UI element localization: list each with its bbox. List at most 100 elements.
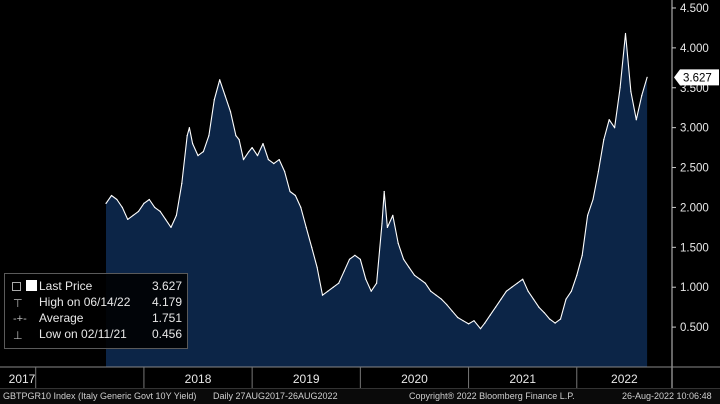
x-tick-label-4: 2021 <box>509 372 536 386</box>
last-price-tag-bg <box>674 69 719 86</box>
data-point-66 <box>446 304 448 306</box>
y-tick-label-7: 4.000 <box>680 43 709 55</box>
data-point-69 <box>462 320 464 322</box>
y-tick-layer: 0.500 1.000 1.500 2.000 2.500 3.000 3.500 4.000… <box>672 3 709 334</box>
data-point-73 <box>484 322 486 324</box>
data-point-84 <box>543 312 545 314</box>
low-marker-icon: ⊥ <box>13 330 23 342</box>
data-point-47 <box>348 258 351 260</box>
data-point-15 <box>186 135 188 137</box>
data-point-61 <box>419 278 421 280</box>
data-point-75 <box>495 306 497 308</box>
data-point-30 <box>256 155 259 157</box>
data-point-0 <box>105 202 107 204</box>
data-point-14 <box>181 182 183 185</box>
data-point-22 <box>219 79 221 81</box>
data-point-63 <box>430 290 432 292</box>
legend-last-price-label: Last Price <box>39 279 93 293</box>
legend-box: Last Price 3.627 ⊤ High on 06/14/22 4.17… <box>4 273 188 349</box>
data-point-26 <box>238 139 240 141</box>
legend-low-value: 0.456 <box>152 327 183 341</box>
data-point-64 <box>435 294 437 296</box>
data-point-7 <box>143 202 145 204</box>
data-point-91 <box>581 254 583 256</box>
data-point-20 <box>208 135 210 137</box>
data-point-9 <box>154 206 156 208</box>
data-point-21 <box>213 99 215 101</box>
last-price-tag-layer: 3.627 <box>674 69 719 86</box>
data-point-52 <box>376 282 378 284</box>
data-point-94 <box>597 170 600 173</box>
data-point-45 <box>338 282 340 284</box>
legend-high-value: 4.179 <box>152 295 183 309</box>
chart-area-layer <box>105 32 648 367</box>
footer-ticker: GBTPGR10 Index (Italy Generic Govt 10Y Y… <box>3 391 197 401</box>
data-point-31 <box>262 143 264 145</box>
data-point-27 <box>242 159 245 161</box>
data-point-102 <box>641 95 643 97</box>
data-point-98 <box>619 87 621 89</box>
data-point-3 <box>121 206 123 208</box>
x-tick-label-0: 2017 <box>9 372 36 386</box>
footer-copyright: Copyright® 2022 Bloomberg Finance L.P. <box>409 391 575 401</box>
data-point-25 <box>235 135 237 137</box>
data-point-97 <box>614 127 616 129</box>
y-tick-label-5: 3.000 <box>680 123 709 135</box>
data-point-57 <box>397 242 399 244</box>
data-point-70 <box>468 323 470 325</box>
data-point-68 <box>457 316 459 319</box>
data-point-8 <box>148 198 150 201</box>
data-point-50 <box>365 278 367 280</box>
y-tick-label-0: 0.500 <box>680 322 709 334</box>
y-tick-label-4: 2.500 <box>680 163 709 175</box>
data-point-85 <box>549 318 551 320</box>
last-price-tag-value: 3.627 <box>683 72 712 84</box>
data-point-101 <box>635 119 637 121</box>
data-point-62 <box>424 282 426 284</box>
yield-line <box>105 32 648 330</box>
x-tick-label-3: 2020 <box>401 372 428 386</box>
average-marker-icon: -+- <box>13 313 27 325</box>
data-point-67 <box>451 310 453 312</box>
data-point-72 <box>479 328 482 330</box>
data-point-16 <box>188 127 190 129</box>
data-point-55 <box>386 226 388 228</box>
y-tick-label-1: 1.000 <box>680 282 709 294</box>
data-point-53 <box>381 222 383 224</box>
data-point-18 <box>197 155 199 157</box>
y-tick-label-3: 2.000 <box>680 202 709 214</box>
data-point-4 <box>127 218 129 220</box>
data-point-60 <box>413 274 416 276</box>
data-point-48 <box>354 254 356 256</box>
data-point-35 <box>284 170 286 173</box>
data-point-90 <box>576 274 578 276</box>
data-point-23 <box>224 95 226 97</box>
data-point-46 <box>343 270 345 272</box>
data-point-100 <box>630 91 632 93</box>
data-point-78 <box>511 286 513 288</box>
data-point-59 <box>408 266 410 268</box>
data-point-40 <box>311 246 313 248</box>
data-point-80 <box>522 278 524 280</box>
data-point-65 <box>440 298 443 300</box>
x-tick-layer: 2017 2018 2019 2020 2021 2022 <box>9 367 638 388</box>
expand-icon[interactable] <box>12 282 21 291</box>
data-point-87 <box>559 318 562 320</box>
data-point-58 <box>403 258 405 260</box>
data-point-1 <box>110 194 113 197</box>
data-point-2 <box>116 198 118 201</box>
data-point-81 <box>527 290 529 292</box>
data-point-86 <box>554 322 556 324</box>
data-point-13 <box>175 214 177 216</box>
legend-high-label: High on 06/14/22 <box>39 295 131 309</box>
x-tick-label-1: 2018 <box>185 372 212 386</box>
legend-row-high: ⊤ High on 06/14/22 4.179 <box>5 295 187 311</box>
legend-row-average: -+- Average 1.751 <box>5 311 187 327</box>
data-point-41 <box>316 266 318 268</box>
data-point-10 <box>159 210 161 212</box>
legend-row-low: ⊥ Low on 02/11/21 0.456 <box>5 327 187 343</box>
last-price-swatch <box>26 280 37 291</box>
data-point-37 <box>294 194 296 197</box>
data-point-38 <box>300 206 302 208</box>
legend-last-price-value: 3.627 <box>152 279 183 293</box>
